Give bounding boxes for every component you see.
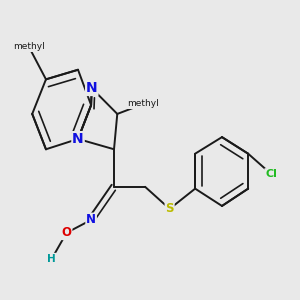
Text: methyl: methyl	[128, 100, 159, 109]
Text: N: N	[86, 213, 96, 226]
Text: methyl: methyl	[128, 100, 158, 109]
Text: Cl: Cl	[265, 169, 277, 179]
Text: H: H	[47, 254, 56, 264]
Text: N: N	[86, 81, 98, 95]
Text: N: N	[72, 132, 84, 146]
Text: O: O	[61, 226, 72, 239]
Text: methyl: methyl	[14, 42, 44, 51]
Text: methyl: methyl	[13, 42, 45, 51]
Text: S: S	[165, 202, 174, 215]
